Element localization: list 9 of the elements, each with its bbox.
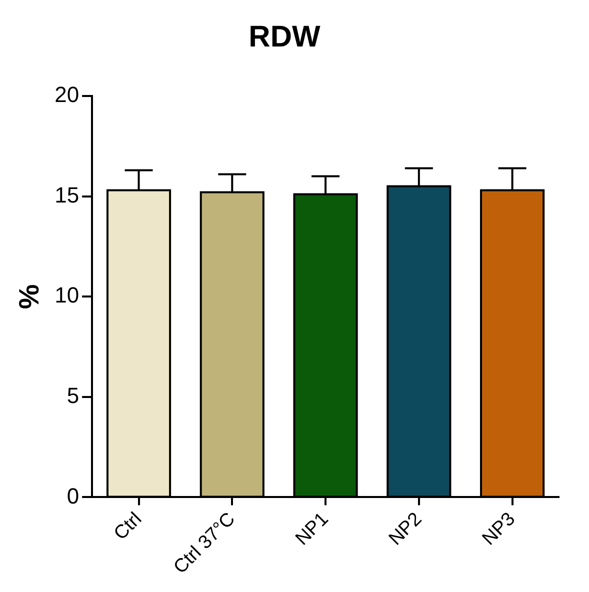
chart-title: RDW xyxy=(248,20,321,54)
y-tick-label: 5 xyxy=(66,382,80,408)
y-tick-label: 15 xyxy=(54,182,80,208)
y-tick-label: 10 xyxy=(54,282,80,308)
x-tick-label: Ctrl xyxy=(110,508,146,544)
y-axis-title: % xyxy=(14,284,45,310)
x-tick-label: NP1 xyxy=(292,508,333,550)
y-tick-label: 20 xyxy=(54,82,80,108)
y-tick-label: 0 xyxy=(66,483,80,508)
